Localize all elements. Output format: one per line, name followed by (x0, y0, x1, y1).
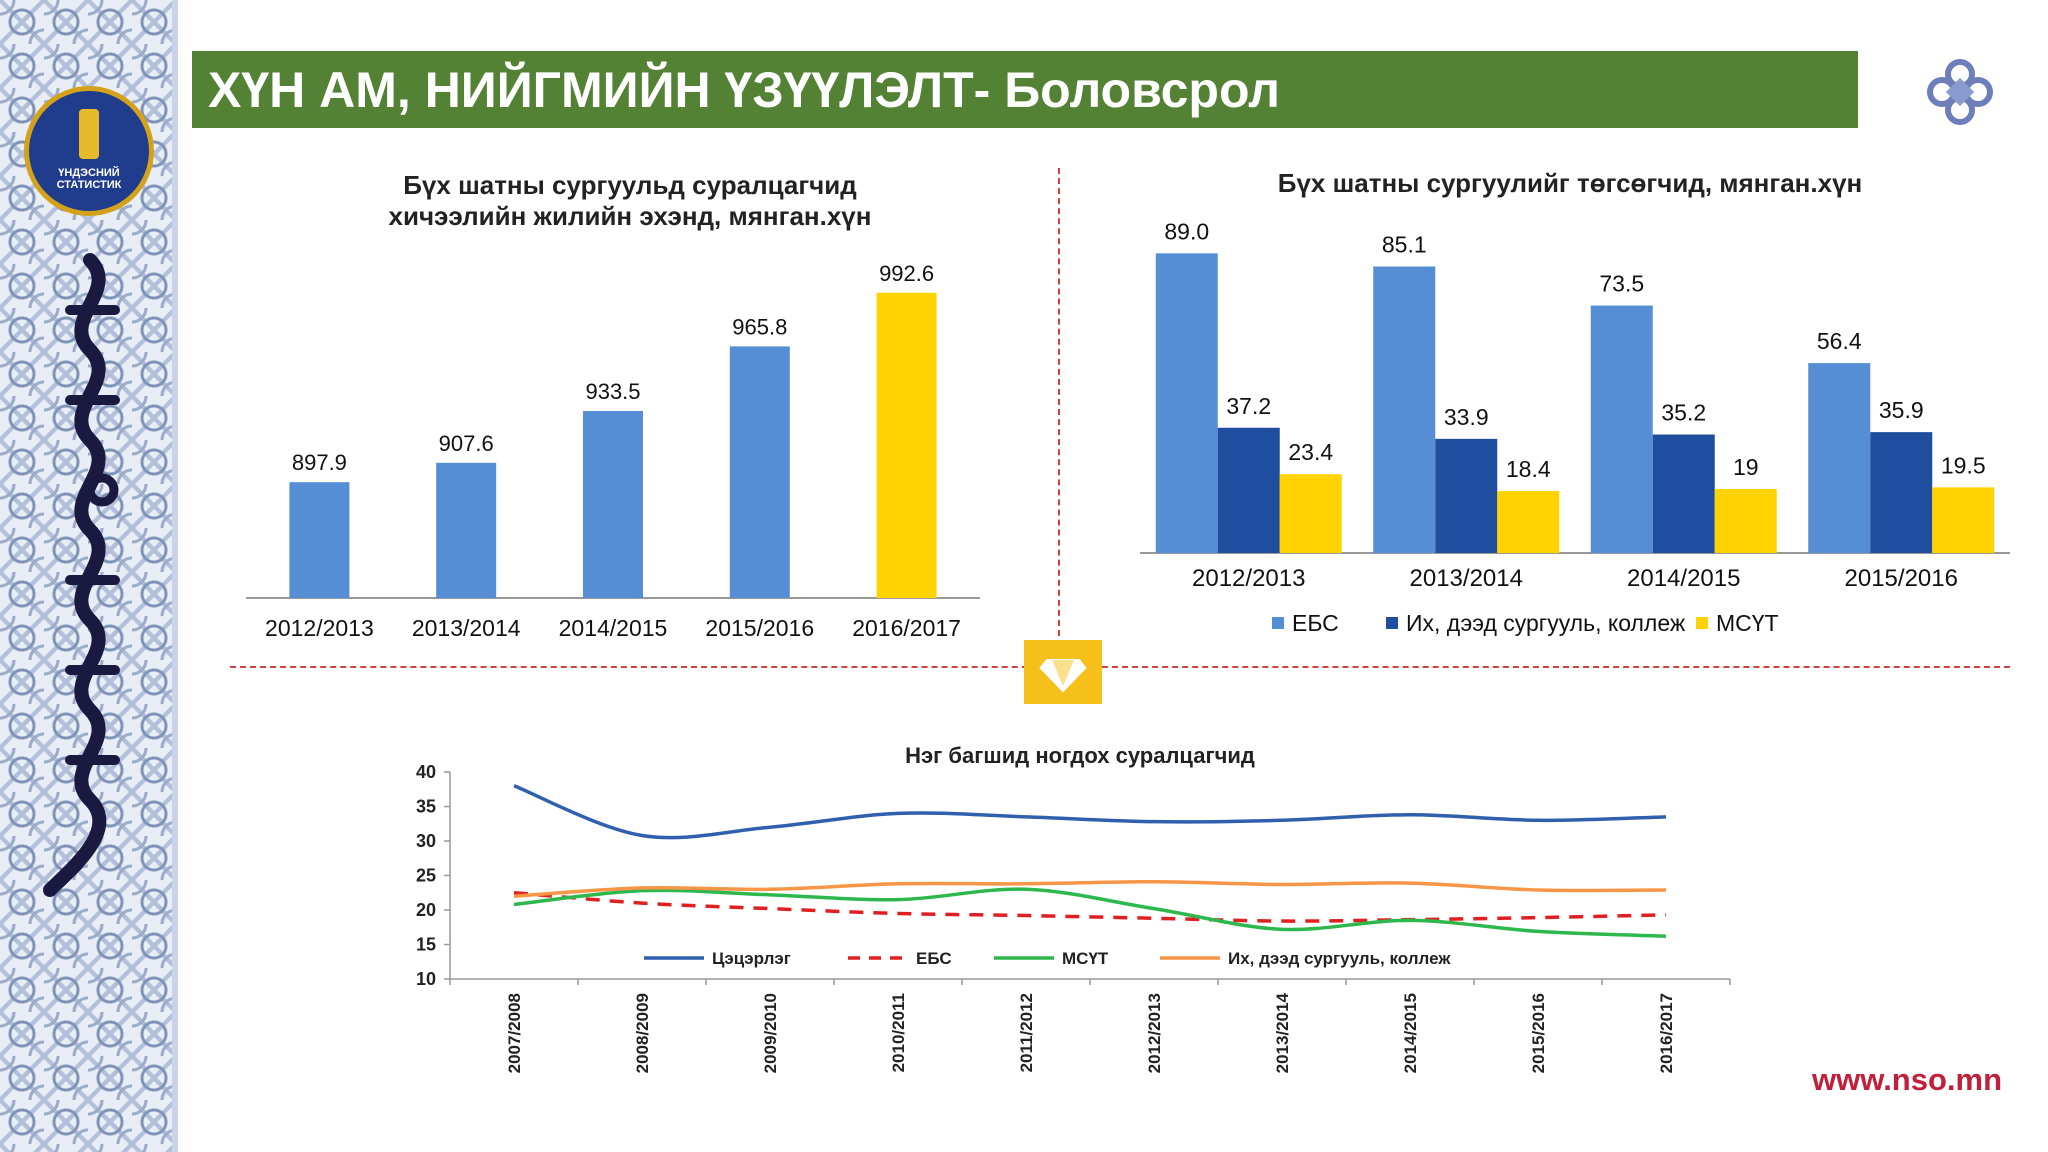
chart3-x-tick-label: 2013/2014 (1273, 992, 1292, 1073)
chart2-legend-entry: Их, дээд сургууль, коллеж (1406, 610, 1686, 636)
chart2-bar (1870, 432, 1933, 553)
logo-text: ҮНДЭСНИЙ СТАТИСТИК (56, 167, 122, 191)
chart2-value-label: 18.4 (1506, 456, 1551, 482)
chart1-value-label: 965.8 (732, 314, 787, 339)
chart1-bar-chart: 897.9 2012/2013 907.6 2013/2014 933.5 2014/20… (246, 261, 980, 641)
chart3-legend-entry: ЕБС (916, 949, 952, 968)
chart2-grouped-bar-chart: 89.0 37.2 23.4 2012/2013 85.1 33.9 18.4 2013/20… (1140, 218, 2010, 636)
chart3-legend-entry: Их, дээд сургууль, коллеж (1228, 949, 1451, 968)
chart1-bar (876, 292, 937, 598)
chart2-value-label: 56.4 (1817, 328, 1862, 354)
chart1-tick-label: 2013/2014 (412, 615, 521, 641)
website-url: www.nso.mn (1812, 1062, 2003, 1097)
chart2-bar (1808, 363, 1871, 553)
chart3-y-tick-label: 20 (416, 900, 436, 920)
chart3-title: Нэг багшид ногдох суралцагчид (905, 743, 1255, 768)
title-bar: ХҮН АМ, НИЙГМИЙН ҮЗҮҮЛЭЛТ- Боловсрол (192, 51, 1858, 128)
chart2-bar (1714, 489, 1777, 553)
chart2-legend-swatch (1272, 617, 1284, 629)
chart2-bar (1155, 253, 1218, 553)
chart3-x-tick-label: 2015/2016 (1529, 993, 1548, 1073)
knot-ornament-icon (1927, 59, 1993, 125)
chart2-tick-label: 2014/2015 (1627, 565, 1740, 592)
chart1-value-label: 992.6 (879, 261, 934, 286)
horizontal-divider (230, 666, 2010, 668)
chart2-value-label: 37.2 (1226, 393, 1271, 419)
mongolian-script-ornament (43, 253, 120, 897)
chart2-bar (1590, 305, 1653, 553)
chart1-bar (436, 462, 497, 598)
chart2-legend-swatch (1696, 617, 1708, 629)
chart2-value-label: 35.9 (1879, 397, 1924, 423)
chart3-line-chart: 10 15 20 25 30 35 40 2007/2008 2008/2009 2009/201… (416, 762, 1731, 1073)
chart2-bar (1497, 491, 1560, 553)
chart2-legend-entry: МСҮТ (1716, 610, 1779, 636)
chart2-value-label: 89.0 (1164, 218, 1209, 244)
chart3-series-line (513, 887, 1667, 938)
chart2-tick-label: 2012/2013 (1192, 565, 1305, 592)
chart3-legend-entry: Цэцэрлэг (712, 949, 791, 968)
chart2-value-label: 19.5 (1941, 452, 1986, 478)
chart1-value-label: 907.6 (439, 431, 494, 456)
chart2-legend-entry: ЕБС (1292, 610, 1339, 636)
chart2-bar (1932, 487, 1995, 553)
chart2-value-label: 23.4 (1288, 439, 1333, 465)
chart2-bar (1652, 434, 1715, 553)
chart1-tick-label: 2016/2017 (852, 615, 961, 641)
chart2-title: Бүх шатны сургуулийг төгсөгчид, мянган.х… (1277, 168, 1863, 198)
chart2-tick-label: 2015/2016 (1845, 565, 1958, 592)
chart1-tick-label: 2015/2016 (705, 615, 814, 641)
chart2-value-label: 85.1 (1382, 231, 1427, 257)
chart3-x-tick-label: 2016/2017 (1657, 993, 1676, 1073)
chart3-y-tick-label: 10 (416, 969, 436, 989)
diamond-badge (1024, 640, 1102, 704)
chart3-y-tick-label: 40 (416, 762, 436, 782)
chart2-tick-label: 2013/2014 (1410, 565, 1523, 592)
soyombo-icon (79, 109, 99, 159)
chart3-y-tick-label: 15 (416, 935, 436, 955)
chart3-x-tick-label: 2011/2012 (1017, 993, 1036, 1072)
chart1-title-line1: Бүх шатны сургуульд суралцагчид (403, 170, 857, 200)
chart2-bar (1435, 438, 1498, 553)
chart2-value-label: 19 (1733, 454, 1759, 480)
chart3-x-tick-label: 2008/2009 (633, 993, 652, 1073)
chart3-x-tick-label: 2012/2013 (1145, 993, 1164, 1073)
chart1-tick-label: 2012/2013 (265, 615, 374, 641)
chart3-series-line (513, 879, 1667, 898)
chart1-bar (729, 346, 790, 598)
chart1-value-label: 897.9 (292, 450, 347, 475)
chart1-bar (289, 482, 350, 598)
page-title: ХҮН АМ, НИЙГМИЙН ҮЗҮҮЛЭЛТ- Боловсрол (208, 62, 1280, 118)
chart3-x-tick-label: 2009/2010 (761, 993, 780, 1073)
chart1-title-line2: хичээлийн жилийн эхэнд, мянган.хүн (388, 201, 872, 231)
chart3-series-line (513, 891, 1667, 923)
sidebar-edge (172, 0, 178, 1152)
chart2-value-label: 33.9 (1444, 404, 1489, 430)
chart2-value-label: 73.5 (1599, 271, 1644, 297)
chart3-x-tick-label: 2007/2008 (505, 993, 524, 1073)
chart1-title: Бүх шатны сургуульд суралцагчид хичээлий… (300, 170, 960, 232)
chart3-legend-entry: МСҮТ (1062, 949, 1109, 968)
nso-logo: ҮНДЭСНИЙ СТАТИСТИК (24, 86, 154, 216)
chart3-x-tick-label: 2010/2011 (889, 993, 908, 1072)
chart2-bar (1279, 474, 1342, 553)
chart3-x-tick-label: 2014/2015 (1401, 993, 1420, 1073)
chart2-value-label: 35.2 (1661, 399, 1706, 425)
chart3-series-line (513, 784, 1667, 840)
chart2-bar (1217, 427, 1280, 553)
chart3-y-tick-label: 25 (416, 866, 436, 886)
chart1-tick-label: 2014/2015 (559, 615, 668, 641)
chart1-bar (583, 411, 643, 598)
chart1-value-label: 933.5 (585, 379, 640, 404)
diamond-icon (1036, 657, 1090, 696)
chart2-legend-swatch (1386, 617, 1398, 629)
vertical-divider (1058, 168, 1060, 646)
chart3-y-tick-label: 30 (416, 831, 436, 851)
chart3-y-tick-label: 35 (416, 797, 436, 817)
chart2-bar (1373, 266, 1436, 553)
